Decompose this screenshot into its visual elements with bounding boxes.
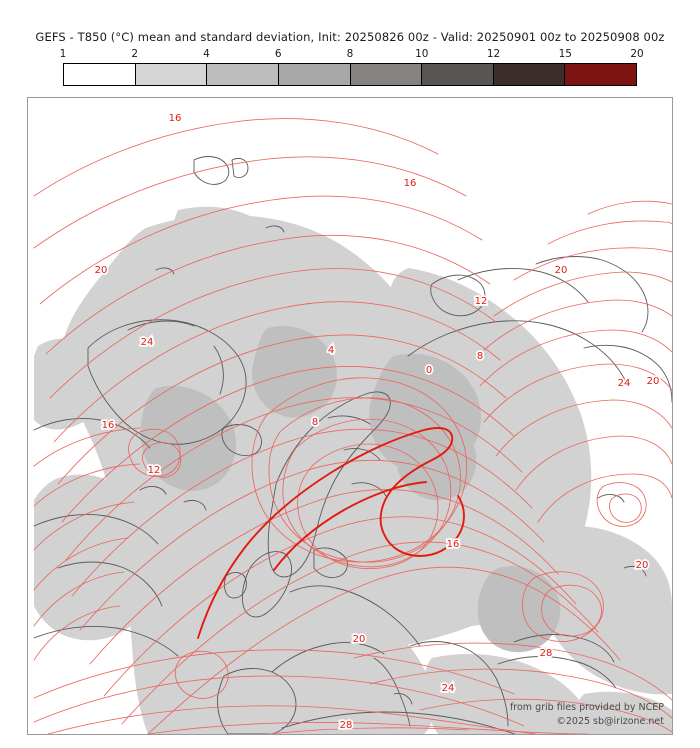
colorbar-swatch-0 [64,64,136,85]
colorbar-tick-labels: 1 2 4 6 8 10 12 15 20 [59,48,644,63]
contour-label-halo: 16 [404,178,417,189]
contour-label: 0 [426,365,432,376]
contour-label: 16 [169,113,182,124]
colorbar-swatch-3 [278,64,351,85]
contour-label: 4 [328,345,334,356]
map-canvas[interactable]: 16 16 16 16 20 20 20 20 12 12 24 24 4 4 0 0 8 8 24 24 20 20 8 8… [27,97,673,735]
contour-label: 28 [540,648,553,659]
contour-label-halo: 16 [102,420,115,431]
colorbar-swatch-2 [207,64,279,85]
contour-label: 20 [636,560,649,571]
colorbar-swatch-1 [135,64,208,85]
contour-label-halo: 8 [312,417,318,428]
colorbar-swatch-6 [493,64,566,85]
attribution-copyright: ©2025 sb@irizone.net [556,716,664,727]
contour-label-halo: 28 [340,720,353,731]
colorbar-swatches [63,63,637,86]
contour-label-halo: 12 [148,465,161,476]
contour-label-halo: 4 [328,345,334,356]
contour-label-halo: 20 [647,376,660,387]
contour-label-halo: 0 [426,365,432,376]
temperature-contours [33,118,672,734]
contour-label-halo: 20 [636,560,649,571]
contour-label: 24 [618,378,631,389]
contour-label-halo: 12 [475,296,488,307]
contour-label: 12 [148,465,161,476]
contour-label: 8 [477,351,483,362]
colorbar: 1 2 4 6 8 10 12 15 20 [59,48,644,88]
colorbar-swatch-5 [422,64,494,85]
contour-label: 20 [647,376,660,387]
attribution-source: from grib files provided by NCEP [509,702,664,713]
contour-label-halo: 24 [442,683,455,694]
contour-label-halo: 20 [353,634,366,645]
contour-label: 16 [447,539,460,550]
colorbar-tick-1: 1 [59,48,67,60]
page-title: GEFS - T850 (°C) mean and standard devia… [35,30,665,44]
contour-label: 20 [555,265,568,276]
contour-label-halo: 16 [447,539,460,550]
contour-label: 24 [141,337,154,348]
colorbar-tick-15: 15 [558,48,572,60]
contour-label-halo: 24 [618,378,631,389]
contour-label: 20 [353,634,366,645]
colorbar-swatch-4 [350,64,423,85]
colorbar-tick-6: 6 [274,48,282,60]
stddev-shading [34,206,672,734]
contour-label: 8 [312,417,318,428]
colorbar-swatch-7 [565,64,636,85]
colorbar-tick-2: 2 [131,48,139,60]
colorbar-tick-20: 20 [630,48,644,60]
contour-label-halo: 20 [95,265,108,276]
colorbar-tick-4: 4 [203,48,210,60]
contour-label-halo: 20 [555,265,568,276]
colorbar-tick-12: 12 [486,48,501,60]
contour-label: 28 [340,720,353,731]
contour-label-halo: 24 [141,337,154,348]
contour-label: 24 [442,683,455,694]
contour-label-halo: 28 [540,648,553,659]
contour-label: 12 [475,296,488,307]
contour-label: 16 [404,178,417,189]
contour-label: 20 [95,265,108,276]
contour-label: 16 [102,420,115,431]
contour-label-halo: 16 [169,113,182,124]
colorbar-tick-8: 8 [346,48,354,60]
contour-label-halo: 8 [477,351,483,362]
colorbar-tick-10: 10 [415,48,429,60]
